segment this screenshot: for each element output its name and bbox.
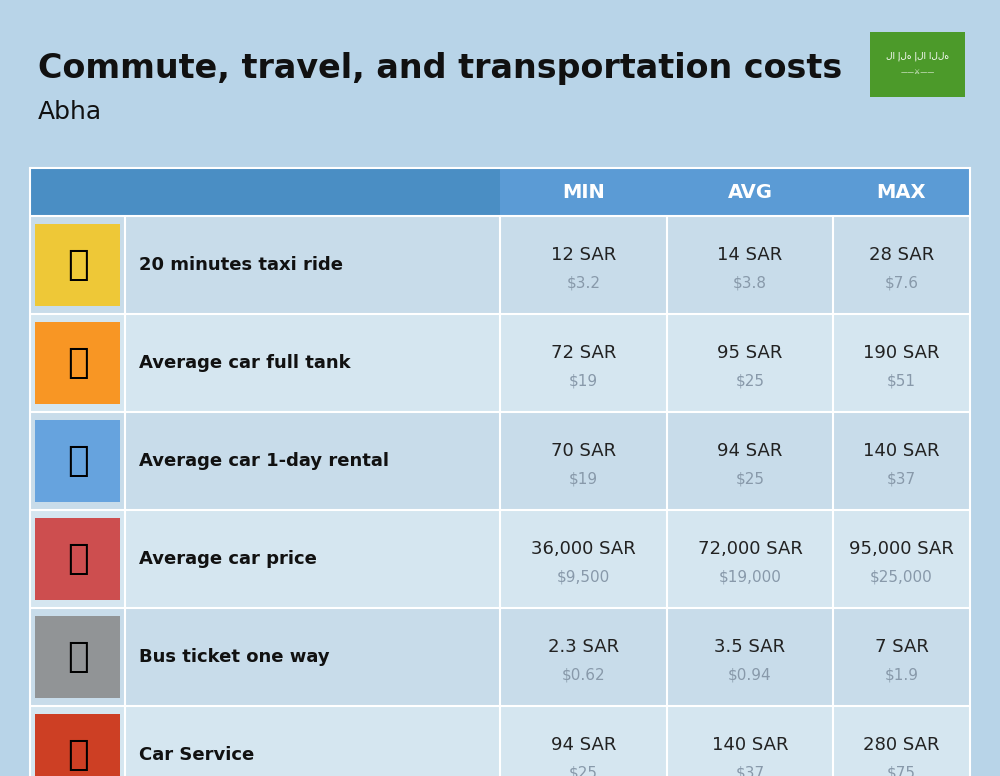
Bar bbox=[30, 168, 970, 216]
Text: 140 SAR: 140 SAR bbox=[863, 442, 940, 460]
Text: 190 SAR: 190 SAR bbox=[863, 345, 940, 362]
Text: 14 SAR: 14 SAR bbox=[717, 246, 783, 264]
Text: $25: $25 bbox=[569, 765, 598, 776]
Text: $19,000: $19,000 bbox=[719, 569, 781, 584]
Text: AVG: AVG bbox=[728, 182, 772, 202]
Text: $3.2: $3.2 bbox=[566, 275, 600, 290]
Bar bbox=[870, 32, 965, 97]
Text: MAX: MAX bbox=[877, 182, 926, 202]
Text: 140 SAR: 140 SAR bbox=[712, 736, 788, 754]
Text: لا إله إلا الله: لا إله إلا الله bbox=[886, 52, 949, 61]
Text: $19: $19 bbox=[569, 373, 598, 388]
Text: $19: $19 bbox=[569, 471, 598, 486]
Text: 20 minutes taxi ride: 20 minutes taxi ride bbox=[139, 256, 343, 274]
Text: Abha: Abha bbox=[38, 100, 102, 124]
Text: 280 SAR: 280 SAR bbox=[863, 736, 940, 754]
Text: 🔧: 🔧 bbox=[67, 738, 88, 772]
Text: Commute, travel, and transportation costs: Commute, travel, and transportation cost… bbox=[38, 52, 842, 85]
Text: $75: $75 bbox=[887, 765, 916, 776]
Text: $3.8: $3.8 bbox=[733, 275, 767, 290]
Text: ——⚔——: ——⚔—— bbox=[900, 69, 935, 75]
Bar bbox=[30, 216, 970, 314]
Text: $1.9: $1.9 bbox=[885, 667, 918, 682]
Bar bbox=[35, 420, 120, 502]
Bar bbox=[30, 168, 500, 216]
Text: $25: $25 bbox=[736, 471, 765, 486]
Text: $9,500: $9,500 bbox=[557, 569, 610, 584]
Bar bbox=[30, 706, 970, 776]
Text: Bus ticket one way: Bus ticket one way bbox=[139, 648, 330, 666]
Text: 95,000 SAR: 95,000 SAR bbox=[849, 540, 954, 558]
Text: $0.94: $0.94 bbox=[728, 667, 772, 682]
Text: 36,000 SAR: 36,000 SAR bbox=[531, 540, 636, 558]
Text: 7 SAR: 7 SAR bbox=[875, 638, 928, 656]
Text: 94 SAR: 94 SAR bbox=[551, 736, 616, 754]
Bar bbox=[35, 616, 120, 698]
Text: Car Service: Car Service bbox=[139, 746, 254, 764]
Text: 🚗: 🚗 bbox=[67, 542, 88, 576]
Text: Average car full tank: Average car full tank bbox=[139, 354, 351, 372]
Text: 72,000 SAR: 72,000 SAR bbox=[698, 540, 802, 558]
Text: $25,000: $25,000 bbox=[870, 569, 933, 584]
Text: $51: $51 bbox=[887, 373, 916, 388]
Text: 70 SAR: 70 SAR bbox=[551, 442, 616, 460]
Bar bbox=[30, 314, 970, 412]
Text: 2.3 SAR: 2.3 SAR bbox=[548, 638, 619, 656]
Bar bbox=[35, 518, 120, 600]
Text: $25: $25 bbox=[736, 373, 765, 388]
Text: 95 SAR: 95 SAR bbox=[717, 345, 783, 362]
Text: 🚌: 🚌 bbox=[67, 640, 88, 674]
Bar bbox=[35, 714, 120, 776]
Text: ⛽: ⛽ bbox=[67, 346, 88, 380]
Text: $7.6: $7.6 bbox=[885, 275, 918, 290]
Bar bbox=[35, 224, 120, 306]
Text: MIN: MIN bbox=[562, 182, 605, 202]
Text: $0.62: $0.62 bbox=[562, 667, 605, 682]
Bar bbox=[30, 510, 970, 608]
Text: 12 SAR: 12 SAR bbox=[551, 246, 616, 264]
Text: 94 SAR: 94 SAR bbox=[717, 442, 783, 460]
Text: 72 SAR: 72 SAR bbox=[551, 345, 616, 362]
Bar bbox=[30, 608, 970, 706]
Text: 28 SAR: 28 SAR bbox=[869, 246, 934, 264]
Text: 3.5 SAR: 3.5 SAR bbox=[714, 638, 786, 656]
Bar bbox=[35, 322, 120, 404]
Text: $37: $37 bbox=[735, 765, 765, 776]
Text: 🚕: 🚕 bbox=[67, 248, 88, 282]
Text: $37: $37 bbox=[887, 471, 916, 486]
Text: Average car price: Average car price bbox=[139, 550, 317, 568]
Text: Average car 1-day rental: Average car 1-day rental bbox=[139, 452, 389, 470]
Text: 🚙: 🚙 bbox=[67, 444, 88, 478]
Bar bbox=[30, 412, 970, 510]
